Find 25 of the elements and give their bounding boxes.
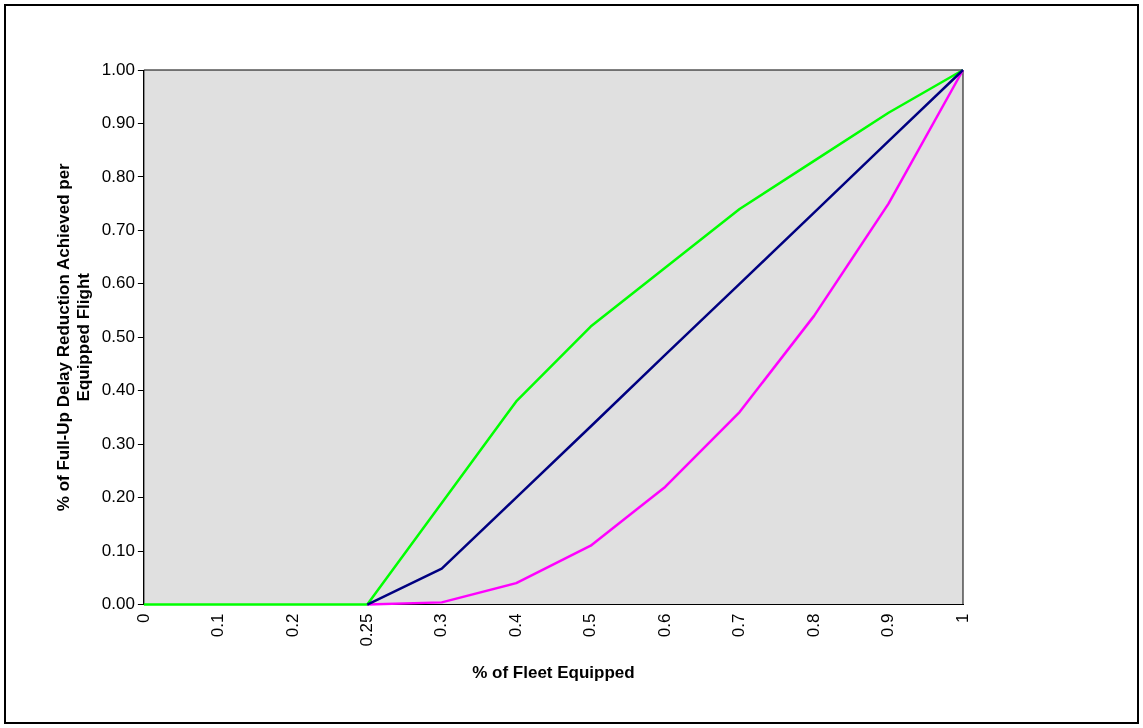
x-tick-label: 0.25 xyxy=(356,613,376,647)
x-tick-label: 0 xyxy=(133,613,153,623)
x-tick-label: 0.6 xyxy=(654,613,674,638)
y-tick-label: 0.30 xyxy=(101,433,135,453)
x-tick-label: 0.3 xyxy=(431,613,451,638)
y-tick-label: 0.00 xyxy=(101,594,135,614)
y-tick-label: 0.70 xyxy=(101,220,135,240)
y-tick-label: 0.10 xyxy=(101,540,135,560)
x-tick-label: 0.1 xyxy=(208,613,228,638)
x-tick-label: 0.4 xyxy=(505,613,525,638)
y-tick-label: 0.20 xyxy=(101,487,135,507)
y-tick-label: 0.50 xyxy=(101,326,135,346)
x-tick-label: 0.5 xyxy=(580,613,600,638)
y-tick-label: 0.40 xyxy=(101,380,135,400)
y-axis-title: % of Full-Up Delay Reduction Achieved per Equipped Flight xyxy=(53,162,94,512)
x-tick-label: 0.8 xyxy=(803,613,823,638)
x-tick-label: 0.2 xyxy=(282,613,302,638)
x-tick-label: 1 xyxy=(952,613,972,623)
x-tick-label: 0.7 xyxy=(729,613,749,638)
y-tick-label: 0.80 xyxy=(101,166,135,186)
y-tick-label: 0.60 xyxy=(101,273,135,293)
y-tick-label: 1.00 xyxy=(101,59,135,79)
x-tick-label: 0.9 xyxy=(878,613,898,638)
y-tick-label: 0.90 xyxy=(101,113,135,133)
x-axis-title: % of Fleet Equipped xyxy=(472,663,635,683)
